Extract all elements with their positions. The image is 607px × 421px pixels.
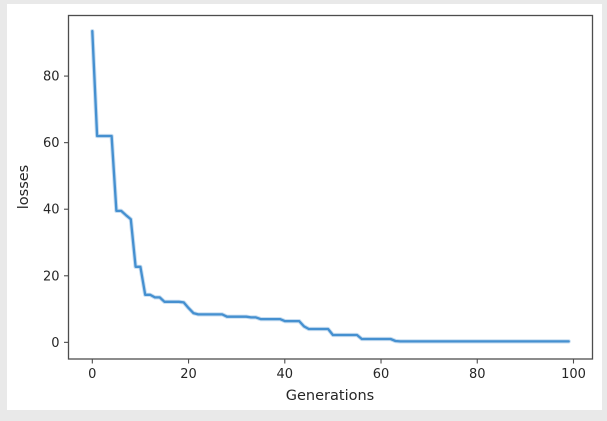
x-tick-label: 40: [277, 367, 294, 382]
y-tick-label: 80: [43, 70, 60, 85]
y-tick-label: 0: [51, 336, 59, 351]
y-tick-label: 40: [43, 203, 60, 218]
x-tick-label: 80: [469, 367, 486, 382]
x-tick-label: 100: [561, 367, 586, 382]
loss-curve-halo: [90, 29, 571, 344]
y-tick-label: 20: [43, 269, 60, 284]
x-tick-label: 60: [373, 367, 390, 382]
matplotlib-figure: 0 20 40 60 80 100 0 20 40 60 80 Generations losses: [7, 4, 602, 410]
y-axis-label: losses: [15, 164, 32, 210]
y-tick-label: 60: [43, 136, 60, 151]
x-axis-label: Generations: [285, 388, 375, 404]
x-tick-label: 20: [180, 367, 197, 382]
plot-border: [67, 14, 594, 360]
loss-curve: [91, 29, 570, 343]
loss-chart: 0 20 40 60 80 100 0 20 40 60 80: [43, 14, 594, 382]
x-tick-label: 0: [88, 367, 96, 382]
